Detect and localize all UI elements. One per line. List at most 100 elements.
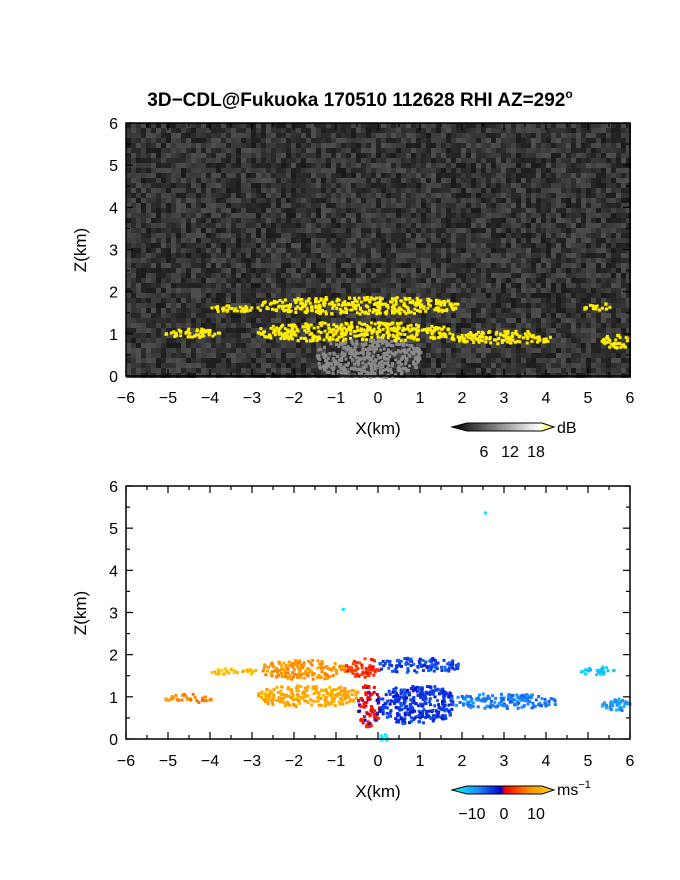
noise-cell [471,223,476,228]
noise-cell [426,278,431,283]
noise-cell [586,208,591,213]
noise-cell [166,138,171,143]
noise-cell [566,123,571,128]
noise-cell [171,243,176,248]
noise-cell [486,273,491,278]
noise-cell [156,158,161,163]
noise-cell [511,298,516,303]
noise-cell [546,128,551,133]
noise-cell [596,248,601,253]
noise-cell [206,123,211,128]
noise-cell [191,188,196,193]
noise-cell [521,213,526,218]
noise-cell [456,178,461,183]
noise-cell [516,173,521,178]
noise-cell [401,263,406,268]
noise-cell [611,153,616,158]
noise-cell [261,243,266,248]
noise-cell [286,253,291,258]
noise-cell [281,168,286,173]
noise-cell [261,158,266,163]
noise-cell [281,278,286,283]
noise-cell [481,308,486,313]
noise-cell [561,358,566,363]
noise-cell [381,298,386,303]
noise-cell [256,143,261,148]
noise-cell [561,323,566,328]
noise-cell [501,188,506,193]
noise-cell [496,208,501,213]
noise-cell [261,313,266,318]
noise-cell [371,278,376,283]
noise-cell [381,213,386,218]
noise-cell [606,148,611,153]
noise-cell [311,353,316,358]
noise-cell [281,163,286,168]
noise-cell [151,128,156,133]
noise-cell [406,258,411,263]
noise-cell [306,318,311,323]
noise-cell [241,208,246,213]
noise-cell [166,148,171,153]
noise-cell [131,353,136,358]
noise-cell [216,168,221,173]
noise-cell [146,343,151,348]
noise-cell [376,283,381,288]
noise-cell [476,148,481,153]
noise-cell [206,168,211,173]
noise-cell [131,338,136,343]
noise-cell [296,343,301,348]
noise-cell [601,218,606,223]
noise-cell [201,283,206,288]
noise-cell [506,183,511,188]
noise-cell [371,198,376,203]
noise-cell [476,343,481,348]
noise-cell [241,303,246,308]
noise-cell [496,313,501,318]
noise-cell [446,168,451,173]
noise-cell [221,283,226,288]
noise-cell [326,233,331,238]
noise-cell [466,143,471,148]
noise-cell [126,348,131,353]
noise-cell [591,343,596,348]
noise-cell [131,228,136,233]
noise-cell [421,263,426,268]
noise-cell [541,148,546,153]
noise-cell [406,133,411,138]
noise-cell [361,313,366,318]
noise-cell [616,203,621,208]
noise-cell [511,258,516,263]
noise-cell [616,323,621,328]
noise-cell [236,298,241,303]
noise-cell [551,183,556,188]
noise-cell [251,138,256,143]
noise-cell [231,273,236,278]
noise-cell [216,328,221,333]
noise-cell [191,153,196,158]
noise-cell [126,333,131,338]
noise-cell [196,143,201,148]
noise-cell [226,253,231,258]
noise-cell [486,343,491,348]
noise-cell [191,343,196,348]
noise-cell [341,153,346,158]
noise-cell [341,248,346,253]
noise-cell [256,208,261,213]
noise-cell [301,203,306,208]
noise-cell [546,218,551,223]
noise-cell [386,133,391,138]
noise-cell [511,168,516,173]
noise-cell [386,293,391,298]
noise-cell [256,368,261,373]
noise-cell [526,348,531,353]
noise-cell [331,143,336,148]
noise-cell [421,213,426,218]
noise-cell [551,323,556,328]
noise-cell [221,313,226,318]
noise-cell [571,278,576,283]
noise-cell [511,328,516,333]
noise-cell [216,348,221,353]
noise-cell [291,253,296,258]
noise-cell [616,218,621,223]
